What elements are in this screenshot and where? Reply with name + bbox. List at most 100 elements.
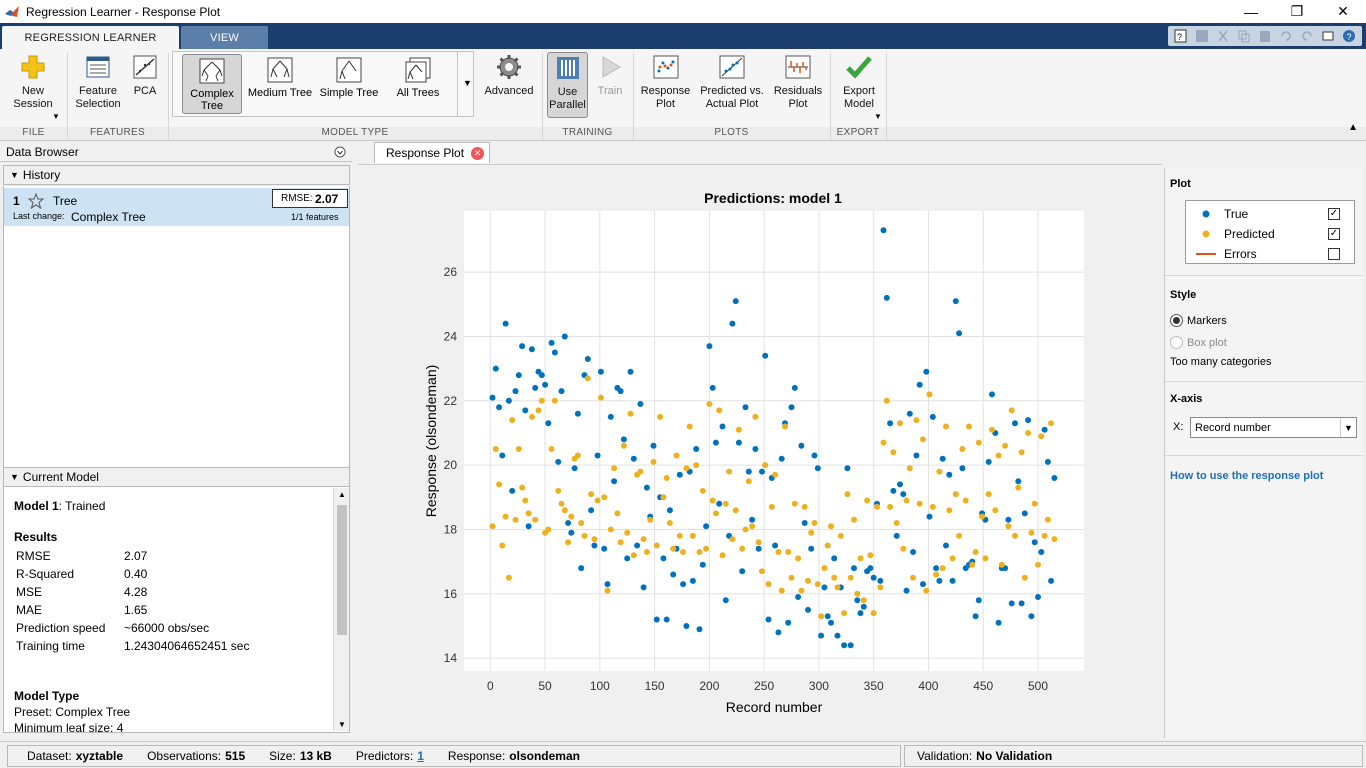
export-model-button[interactable]: Export Model ▼ xyxy=(835,53,883,121)
tab-view[interactable]: VIEW xyxy=(181,26,268,49)
ribbon-tab-strip: REGRESSION LEARNER VIEW ? ? xyxy=(0,23,1366,49)
residuals-plot-button[interactable]: Residuals Plot xyxy=(771,53,825,111)
predicted-point xyxy=(1048,420,1055,427)
true-point xyxy=(946,471,953,478)
scroll-up-icon[interactable]: ▲ xyxy=(338,490,346,499)
predicted-point xyxy=(509,417,516,424)
collapse-toolstrip-icon[interactable]: ▲ xyxy=(1348,122,1358,133)
close-tab-icon[interactable]: ✕ xyxy=(471,147,484,160)
predicted-checkbox[interactable]: ✓ xyxy=(1328,228,1340,240)
true-point xyxy=(594,452,601,459)
predicted-point xyxy=(998,561,1005,568)
errors-checkbox[interactable] xyxy=(1328,248,1340,260)
predicted-point xyxy=(755,539,762,546)
true-point xyxy=(561,333,568,340)
predicted-point xyxy=(607,526,614,533)
true-point xyxy=(762,352,769,359)
predicted-point xyxy=(693,462,700,469)
play-icon xyxy=(602,56,621,78)
copy-icon[interactable] xyxy=(1234,27,1254,45)
use-parallel-button[interactable]: Use Parallel xyxy=(547,52,588,118)
advanced-button[interactable]: Advanced xyxy=(482,53,536,98)
dropdown-menu-icon[interactable] xyxy=(334,146,346,158)
predicted-point xyxy=(883,397,890,404)
response-plot-button[interactable]: Response Plot xyxy=(638,53,693,111)
model-status-line: Model 1: Trained xyxy=(14,499,105,513)
tab-regression-learner[interactable]: REGRESSION LEARNER xyxy=(2,26,179,49)
true-point xyxy=(870,574,877,581)
save-icon[interactable] xyxy=(1192,27,1212,45)
predicted-point xyxy=(601,494,608,501)
true-point xyxy=(926,513,933,520)
true-point xyxy=(496,404,503,411)
true-point xyxy=(670,571,677,578)
predicted-point xyxy=(643,549,650,555)
predicted-point xyxy=(749,523,756,530)
scrollbar-thumb[interactable] xyxy=(337,505,347,635)
scroll-down-icon[interactable]: ▼ xyxy=(338,720,346,729)
redo-icon[interactable] xyxy=(1297,27,1317,45)
star-icon[interactable] xyxy=(28,193,44,209)
section-model-type: MODEL TYPE xyxy=(321,127,389,138)
predictors-link[interactable]: 1 xyxy=(417,749,424,763)
x-axis-select[interactable]: Record number ▼ xyxy=(1190,417,1357,438)
help-doc-icon[interactable]: ? xyxy=(1171,27,1191,45)
train-button[interactable]: Train xyxy=(592,53,628,98)
current-model-scrollbar[interactable]: ▲ ▼ xyxy=(333,488,349,731)
close-icon[interactable]: ✕ xyxy=(1337,3,1349,19)
predicted-point xyxy=(1025,430,1032,436)
all-trees-button[interactable]: All Trees xyxy=(387,54,449,114)
predicted-vs-actual-icon xyxy=(719,55,745,79)
checkmark-icon xyxy=(846,56,872,79)
true-checkbox[interactable]: ✓ xyxy=(1328,208,1340,220)
y-tick-label: 24 xyxy=(444,329,458,343)
feature-selection-button[interactable]: Feature Selection xyxy=(72,53,124,111)
true-point xyxy=(936,577,943,584)
new-session-icon xyxy=(21,55,45,79)
true-point xyxy=(828,619,834,626)
predicted-vs-actual-button[interactable]: Predicted vs. Actual Plot xyxy=(698,53,766,111)
history-item[interactable]: 1 Tree Last change: Complex Tree RMSE: 2… xyxy=(4,188,349,226)
switch-windows-icon[interactable] xyxy=(1318,27,1338,45)
new-session-button[interactable]: New Session ▼ xyxy=(6,53,60,121)
predicted-point xyxy=(969,561,976,568)
response-plot-chart[interactable]: Predictions: model 1 14 16 18 20 22 24 26 0 50 1… xyxy=(358,165,1162,737)
box-plot-radio[interactable]: Box plot xyxy=(1170,336,1227,349)
predicted-point xyxy=(574,452,581,459)
minimize-icon[interactable]: — xyxy=(1244,3,1258,20)
predicted-point xyxy=(943,423,949,430)
history-header[interactable]: ▼ History xyxy=(3,165,350,185)
complex-tree-button[interactable]: Complex Tree xyxy=(182,54,242,114)
current-model-title: Current Model xyxy=(22,470,99,484)
grid-lines xyxy=(464,211,1084,671)
y-tick-labels: 14 16 18 20 22 24 26 xyxy=(444,265,458,665)
model-min-leaf: Minimum leaf size: 4 xyxy=(14,721,124,733)
gallery-expand-icon[interactable]: ▼ xyxy=(463,78,472,88)
true-point xyxy=(959,465,966,472)
current-model-header[interactable]: ▼ Current Model xyxy=(3,467,350,487)
paste-icon[interactable] xyxy=(1255,27,1275,45)
predicted-point xyxy=(594,497,601,504)
predicted-point xyxy=(995,452,1002,459)
undo-icon[interactable] xyxy=(1276,27,1296,45)
true-point xyxy=(571,465,578,472)
simple-tree-button[interactable]: Simple Tree xyxy=(317,54,381,114)
help-icon[interactable]: ? xyxy=(1339,27,1359,45)
markers-radio[interactable]: Markers xyxy=(1170,314,1227,327)
medium-tree-button[interactable]: Medium Tree xyxy=(247,54,313,114)
true-point xyxy=(939,455,946,462)
simple-tree-label: Simple Tree xyxy=(319,87,379,99)
tab-response-plot[interactable]: Response Plot ✕ xyxy=(374,142,490,163)
pca-button[interactable]: PCA xyxy=(128,53,162,98)
response-plot-help-link[interactable]: How to use the response plot xyxy=(1170,470,1324,482)
predicted-point xyxy=(712,510,719,517)
true-point xyxy=(910,549,917,555)
true-point xyxy=(722,597,729,604)
x-axis-label: Record number xyxy=(726,699,823,715)
maximize-icon[interactable]: ❐ xyxy=(1290,3,1304,19)
true-point xyxy=(542,381,549,388)
y-tick-label: 18 xyxy=(444,522,458,536)
true-point xyxy=(601,545,608,552)
true-point xyxy=(578,565,585,572)
cut-icon[interactable] xyxy=(1213,27,1233,45)
